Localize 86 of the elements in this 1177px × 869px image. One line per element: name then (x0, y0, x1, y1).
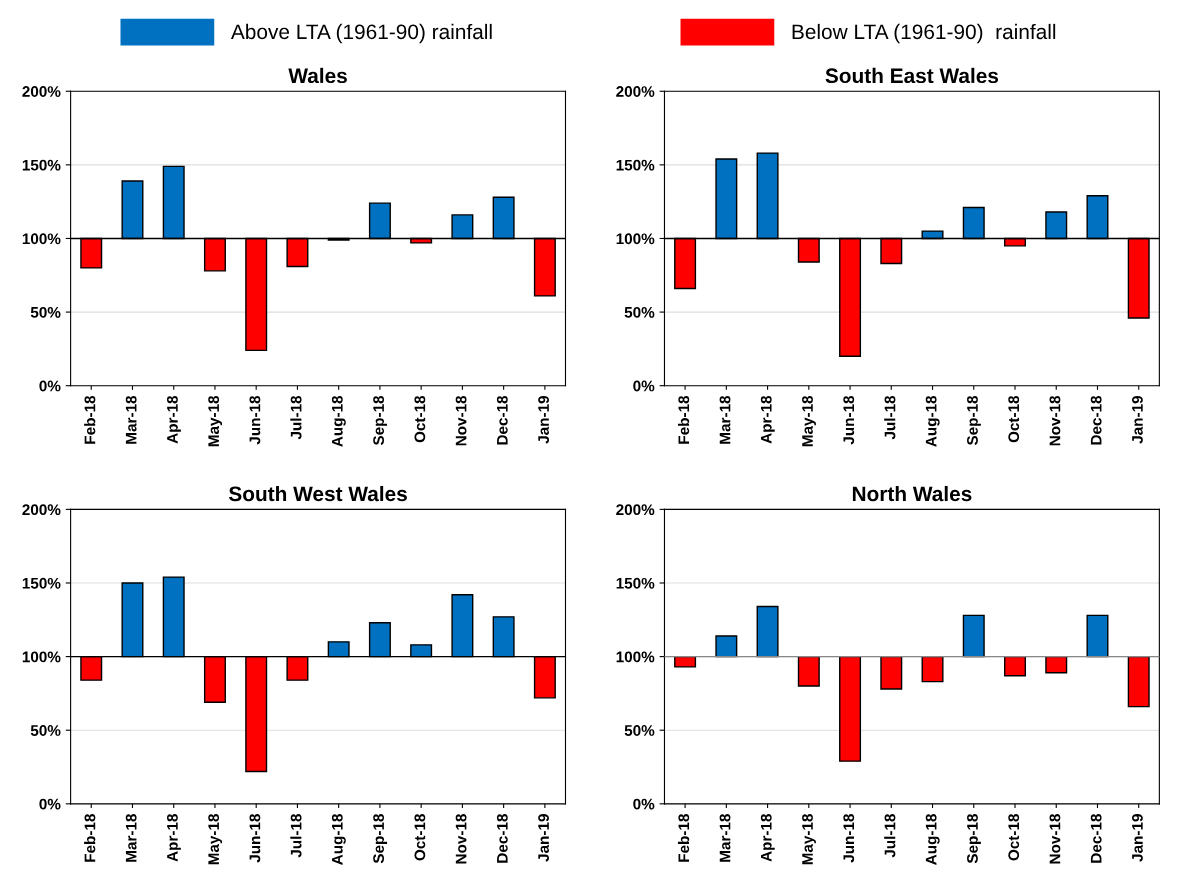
bar (756, 605, 779, 658)
y-tick-label: 50% (624, 306, 655, 318)
x-tick-label: Apr-18 (167, 395, 181, 444)
y-tick-label: 200% (616, 86, 655, 97)
x-tick-label: Jan-19 (538, 395, 549, 444)
x-tick-label: Nov-18 (1049, 395, 1061, 446)
x-tick-label: Nov-18 (455, 814, 467, 864)
bar (797, 655, 820, 687)
x-tick-label: Sep-18 (967, 395, 981, 446)
y-tick-label: 150% (22, 159, 61, 171)
y-tick-label: 200% (22, 504, 61, 516)
x-tick-label: Sep-18 (967, 814, 981, 864)
x-tick-label: Dec-18 (1090, 395, 1102, 445)
x-tick-label: Feb-18 (677, 395, 690, 444)
chart-title: South West Wales (228, 485, 407, 502)
y-tick-label: 100% (22, 651, 61, 663)
bar (839, 655, 862, 762)
x-tick-label: Jul-18 (884, 814, 896, 858)
x-tick-label: Aug-18 (331, 395, 346, 447)
bar (921, 655, 944, 683)
x-tick-label: Aug-18 (925, 395, 940, 447)
y-tick-label: 150% (616, 577, 655, 589)
x-tick-label: Nov-18 (455, 395, 467, 446)
y-tick-label: 50% (30, 725, 61, 736)
x-tick-label: Jun-18 (249, 814, 261, 863)
x-tick-label: Dec-18 (496, 814, 508, 863)
x-tick-label: Mar-18 (719, 814, 731, 862)
x-tick-label: May-18 (208, 814, 223, 865)
y-tick-label: 0% (633, 380, 655, 392)
x-tick-label: Mar-18 (719, 395, 731, 444)
chart-title: South East Wales (825, 67, 999, 84)
x-tick-label: Sep-18 (373, 395, 388, 446)
y-tick-label: 0% (39, 798, 61, 810)
y-tick-label: 150% (22, 577, 61, 589)
bar (715, 635, 738, 658)
x-tick-label: Oct-18 (1008, 395, 1020, 443)
x-tick-label: Oct-18 (414, 814, 426, 861)
bar (1127, 655, 1150, 708)
x-tick-label: May-18 (802, 395, 816, 447)
chart-title: Wales (288, 67, 347, 84)
x-tick-label: Sep-18 (373, 814, 388, 864)
bar (1045, 655, 1068, 674)
y-tick-label: 50% (30, 306, 61, 318)
y-tick-label: 0% (39, 380, 61, 392)
x-tick-label: Oct-18 (414, 395, 426, 443)
x-tick-label: Feb-18 (677, 814, 690, 862)
x-tick-label: Feb-18 (84, 395, 96, 444)
y-tick-label: 150% (616, 159, 655, 171)
x-tick-label: Aug-18 (925, 814, 940, 865)
bar (1004, 655, 1027, 677)
x-tick-label: Jan-19 (1132, 395, 1143, 444)
y-tick-label: 200% (22, 86, 61, 97)
x-tick-label: Jul-18 (884, 395, 896, 440)
x-tick-label: Jun-18 (843, 814, 855, 863)
x-tick-label: May-18 (208, 395, 223, 447)
x-tick-label: Dec-18 (1090, 814, 1102, 863)
x-tick-label: Jan-19 (1132, 814, 1143, 862)
x-tick-label: Dec-18 (496, 395, 508, 445)
bar (1086, 614, 1109, 658)
y-tick-label: 100% (616, 651, 655, 663)
x-tick-label: Mar-18 (125, 814, 137, 862)
x-tick-label: Jul-18 (290, 395, 302, 440)
x-tick-label: Jan-19 (538, 814, 549, 862)
x-tick-label: Apr-18 (760, 814, 775, 862)
chart-title: North Wales (852, 485, 972, 502)
x-tick-label: Oct-18 (1008, 814, 1020, 861)
y-tick-label: 50% (624, 725, 655, 736)
x-tick-label: Jun-18 (843, 395, 855, 445)
x-tick-label: Jun-18 (249, 395, 261, 445)
x-tick-label: Feb-18 (84, 814, 96, 862)
bar (962, 614, 985, 658)
bar (674, 655, 697, 668)
x-tick-label: Jul-18 (290, 814, 302, 858)
bar (880, 655, 903, 690)
y-tick-label: 200% (616, 504, 655, 516)
x-tick-label: Nov-18 (1049, 814, 1061, 864)
y-tick-label: 0% (633, 798, 655, 810)
y-tick-label: 100% (616, 233, 655, 245)
x-tick-label: May-18 (802, 814, 816, 865)
x-tick-label: Apr-18 (760, 395, 775, 444)
x-tick-label: Apr-18 (167, 814, 181, 862)
legend-label: Above LTA (1961-90) rainfall (230, 23, 492, 44)
x-tick-label: Mar-18 (125, 395, 137, 444)
y-tick-label: 100% (22, 233, 61, 245)
x-tick-label: Aug-18 (331, 814, 346, 865)
legend-label: Below LTA (1961-90) rainfall (792, 23, 1056, 44)
